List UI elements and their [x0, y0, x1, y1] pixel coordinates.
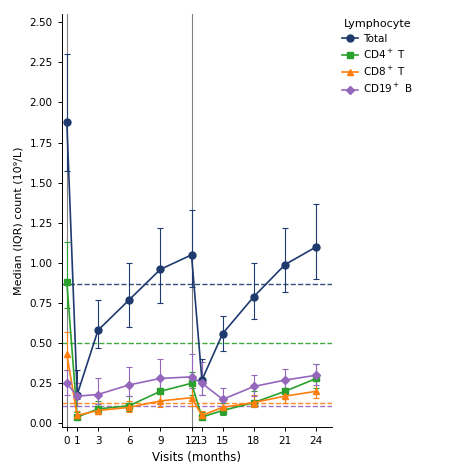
Y-axis label: Median (IQR) count (10⁹/L): Median (IQR) count (10⁹/L): [14, 146, 24, 295]
Legend: Total, CD4$^+$ T, CD8$^+$ T, CD19$^+$ B: Total, CD4$^+$ T, CD8$^+$ T, CD19$^+$ B: [342, 19, 413, 95]
X-axis label: Visits (months): Visits (months): [152, 451, 241, 464]
